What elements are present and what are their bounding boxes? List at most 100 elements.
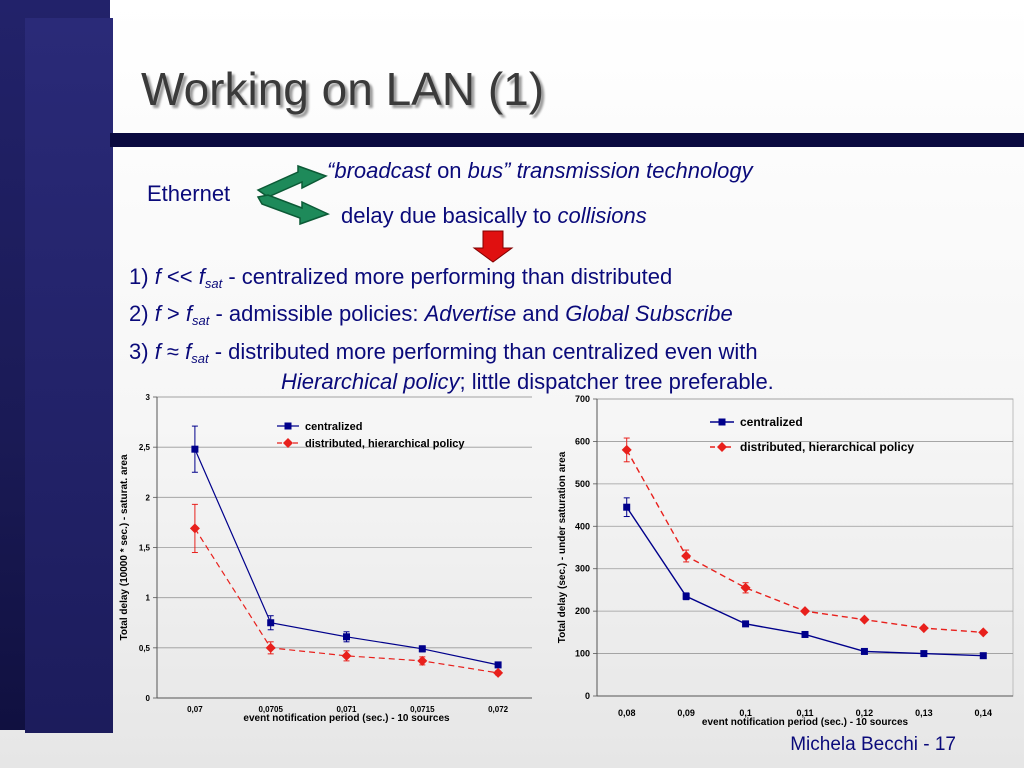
slide-footer: Michela Becchi - 17 [790, 734, 956, 755]
y-tick-label: 1,5 [139, 544, 151, 553]
item-1-operator: << [160, 264, 199, 289]
legend-label: distributed, hierarchical policy [305, 438, 465, 450]
y-axis-label: Total delay (10000 * sec.) - saturat. ar… [119, 454, 130, 640]
x-tick-label: 0,14 [975, 708, 993, 718]
legend-marker [283, 438, 293, 448]
data-point [918, 623, 929, 634]
item-3-rest: ; little dispatcher tree preferable. [459, 369, 774, 394]
item-2-sat-subscript: sat [192, 313, 210, 328]
slide-title: Working on LAN (1) [141, 63, 545, 115]
y-tick-label: 700 [575, 394, 590, 404]
item-3-fsat: f [185, 339, 192, 364]
data-point [740, 582, 751, 593]
y-tick-label: 0 [585, 691, 590, 701]
chart-saturation-area: 0 0,5 1 1,5 2 2,5 3 0,07 0,0705 0,071 0,0715 0,072 e… [119, 393, 532, 724]
data-point [920, 650, 928, 658]
sidebar-inner-decoration [25, 18, 113, 733]
data-point [801, 630, 809, 638]
and-word: and [516, 301, 566, 326]
data-point [860, 647, 868, 655]
item-3-text: distributed more performing than central… [228, 339, 758, 364]
legend-marker [717, 442, 727, 452]
x-tick-label: 0,09 [677, 708, 695, 718]
data-point [682, 592, 690, 600]
item-3-dash: - [208, 339, 229, 364]
item-1-number: 1) [129, 264, 155, 289]
y-tick-label: 300 [575, 564, 590, 574]
arrow-up-icon [256, 164, 328, 198]
y-tick-label: 1 [146, 594, 151, 603]
delay-text: delay due basically to [341, 203, 558, 228]
item-2-text: admissible policies: [228, 301, 425, 326]
legend-label: distributed, hierarchical policy [740, 440, 914, 454]
item-1: 1) f << fsat - centralized more performi… [129, 264, 672, 291]
title-rule [110, 133, 1024, 147]
x-tick-label: 0,08 [618, 708, 636, 718]
y-tick-label: 2,5 [139, 443, 151, 452]
x-tick-label: 0,1 [739, 708, 752, 718]
item-3-number: 3) [129, 339, 155, 364]
item-3-f: f [154, 339, 161, 364]
x-tick-label: 0,11 [796, 708, 813, 718]
data-point [621, 444, 632, 455]
x-tick-label: 0,12 [856, 708, 874, 718]
y-tick-label: 500 [575, 479, 590, 489]
data-point [623, 503, 631, 511]
legend-marker [718, 418, 726, 426]
delay-line: delay due basically to collisions [341, 203, 647, 229]
data-point [859, 614, 870, 625]
item-3: 3) f ≈ fsat - distributed more performin… [129, 339, 758, 366]
data-point [493, 667, 504, 678]
data-point [681, 550, 692, 561]
open-quote: “ [327, 158, 335, 183]
transmission-technology: transmission technology [510, 158, 753, 183]
data-point [979, 652, 987, 660]
item-2-operator: > [160, 301, 186, 326]
advertise-word: Advertise [424, 301, 517, 326]
y-tick-label: 3 [146, 393, 151, 402]
data-point [189, 523, 200, 534]
y-tick-label: 600 [575, 436, 590, 446]
data-point [417, 655, 428, 666]
item-3-sat-subscript: sat [191, 351, 209, 366]
item-1-fsat: f [198, 264, 205, 289]
y-tick-label: 200 [575, 606, 590, 616]
x-tick-label: 0,13 [915, 708, 933, 718]
item-2-dash: - [209, 301, 229, 326]
y-axis-label: Total delay (sec.) - under saturation ar… [557, 451, 568, 643]
series-line-1 [626, 449, 984, 634]
item-2: 2) f > fsat - admissible policies: Adver… [129, 301, 733, 328]
item-1-sat-subscript: sat [204, 276, 223, 291]
bus-word: bus” [467, 158, 511, 183]
x-axis-label: event notification period (sec.) - 10 so… [243, 713, 450, 724]
x-tick-label: 0,0705 [258, 705, 283, 714]
legend-marker [284, 422, 292, 430]
data-point [267, 619, 275, 627]
collisions-word: collisions [557, 203, 647, 228]
y-tick-label: 400 [575, 521, 590, 531]
item-3-operator: ≈ [160, 339, 186, 364]
ethernet-label: Ethernet [147, 181, 231, 206]
on-word: on [430, 158, 468, 183]
legend-label: centralized [740, 415, 803, 429]
x-tick-label: 0,072 [488, 705, 509, 714]
data-point [978, 627, 989, 638]
legend-label: centralized [305, 421, 362, 433]
item-2-fsat: f [185, 301, 193, 326]
item-3-continuation: Hierarchical policy; little dispatcher t… [281, 369, 774, 395]
data-point [343, 633, 350, 641]
series-line-1 [194, 528, 499, 674]
chart-under-saturation-area: 0 100 200 300 400 500 600 700 0,08 0,09 0,1 0,11 0,1… [557, 394, 1014, 728]
y-tick-label: 0 [146, 694, 151, 703]
y-tick-label: 100 [575, 649, 590, 659]
y-tick-label: 0,5 [139, 644, 151, 653]
broadcast-word: broadcast [334, 158, 431, 183]
global-subscribe-word: Global Subscribe [565, 301, 733, 326]
data-point [742, 620, 750, 628]
y-tick-label: 2 [146, 493, 151, 502]
item-1-text: centralized more performing than distrib… [241, 264, 673, 289]
data-point [265, 642, 276, 653]
data-point [494, 661, 502, 669]
data-point [418, 645, 426, 653]
